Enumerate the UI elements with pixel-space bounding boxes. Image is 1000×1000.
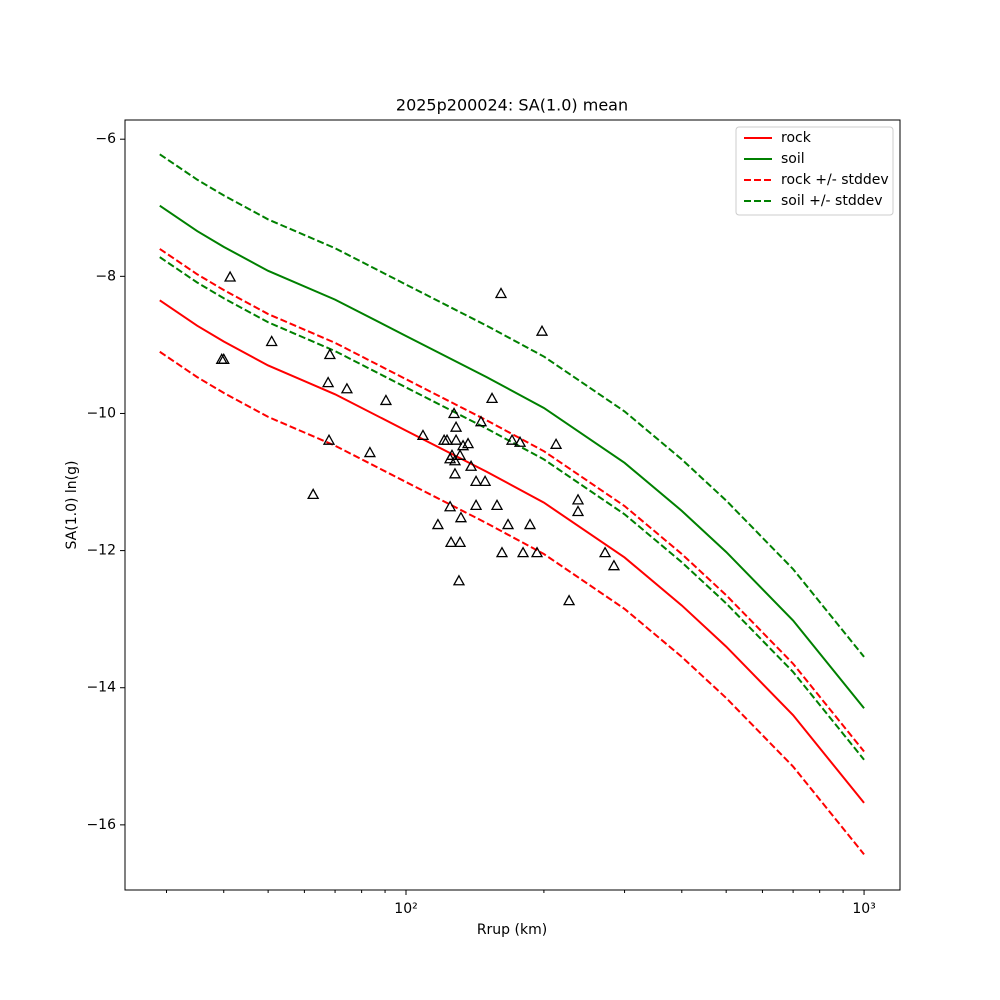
triangle-marker [444,536,458,548]
triangle-marker [322,433,336,445]
triangle-marker [505,433,519,445]
y-tick-label: −6 [95,131,116,147]
triangle-marker [494,287,508,299]
chart-title: 2025p200024: SA(1.0) mean [396,96,628,115]
triangle-marker [447,407,461,419]
triangle-marker [485,392,499,404]
triangle-marker [440,433,454,445]
triangle-marker [530,546,544,558]
triangle-marker [456,439,470,451]
triangle-marker [501,518,515,530]
legend-label: soil [781,151,805,167]
triangle-marker [562,594,576,606]
legend-box [735,126,894,216]
series-line [159,204,865,709]
triangle-marker [379,394,393,406]
triangle-marker [448,467,462,479]
x-tick-label: 10² [394,901,417,917]
series-line [159,153,865,658]
triangle-marker [223,270,237,282]
triangle-marker [469,499,483,510]
legend-label: rock [781,130,812,146]
triangle-marker [452,574,466,586]
triangle-marker [478,475,492,486]
triangle-marker [598,546,612,558]
triangle-marker [323,348,336,360]
triangle-marker [431,518,445,530]
triangle-marker [443,500,457,512]
triangle-marker [474,415,488,427]
y-tick-label: −16 [86,817,116,833]
legend: rock soil rock +/- stddev soil +/- stddev [735,126,894,216]
y-tick-label: −10 [86,405,116,421]
triangle-marker [453,448,467,460]
triangle-marker [454,511,468,523]
triangle-marker [265,335,278,347]
legend-label: soil +/- stddev [781,193,883,209]
legend-label: rock +/- stddev [781,172,889,188]
triangle-marker [535,324,549,336]
triangle-marker [464,459,478,471]
y-tick-label: −14 [86,680,116,696]
triangle-marker [322,376,335,388]
x-tick-label: 10³ [852,901,875,917]
series-line [159,350,865,855]
triangle-marker [516,546,530,558]
triangle-marker [449,420,463,432]
series-line [159,299,865,804]
triangle-marker [453,536,467,548]
triangle-marker [571,493,585,505]
series-line [159,256,865,761]
triangle-marker [449,433,463,445]
triangle-marker [607,559,621,571]
triangle-marker [469,475,483,486]
triangle-marker [461,437,475,449]
triangle-marker [416,429,430,441]
x-axis-label: Rrup (km) [477,922,547,938]
triangle-marker [549,437,563,449]
triangle-marker [217,352,230,364]
triangle-marker [495,546,509,558]
triangle-marker [363,446,377,458]
triangle-marker [340,382,354,394]
triangle-marker [571,505,585,517]
series-line [159,248,865,753]
y-tick-label: −8 [95,268,116,284]
triangle-marker [523,518,537,530]
triangle-marker [445,448,459,460]
y-axis-label: SA(1.0) ln(g) [64,461,80,550]
triangle-marker [513,435,527,447]
triangle-marker [490,499,504,510]
triangle-marker [448,454,462,466]
triangle-marker [307,488,320,500]
y-tick-label: −12 [86,543,116,559]
plot-frame [124,119,901,891]
